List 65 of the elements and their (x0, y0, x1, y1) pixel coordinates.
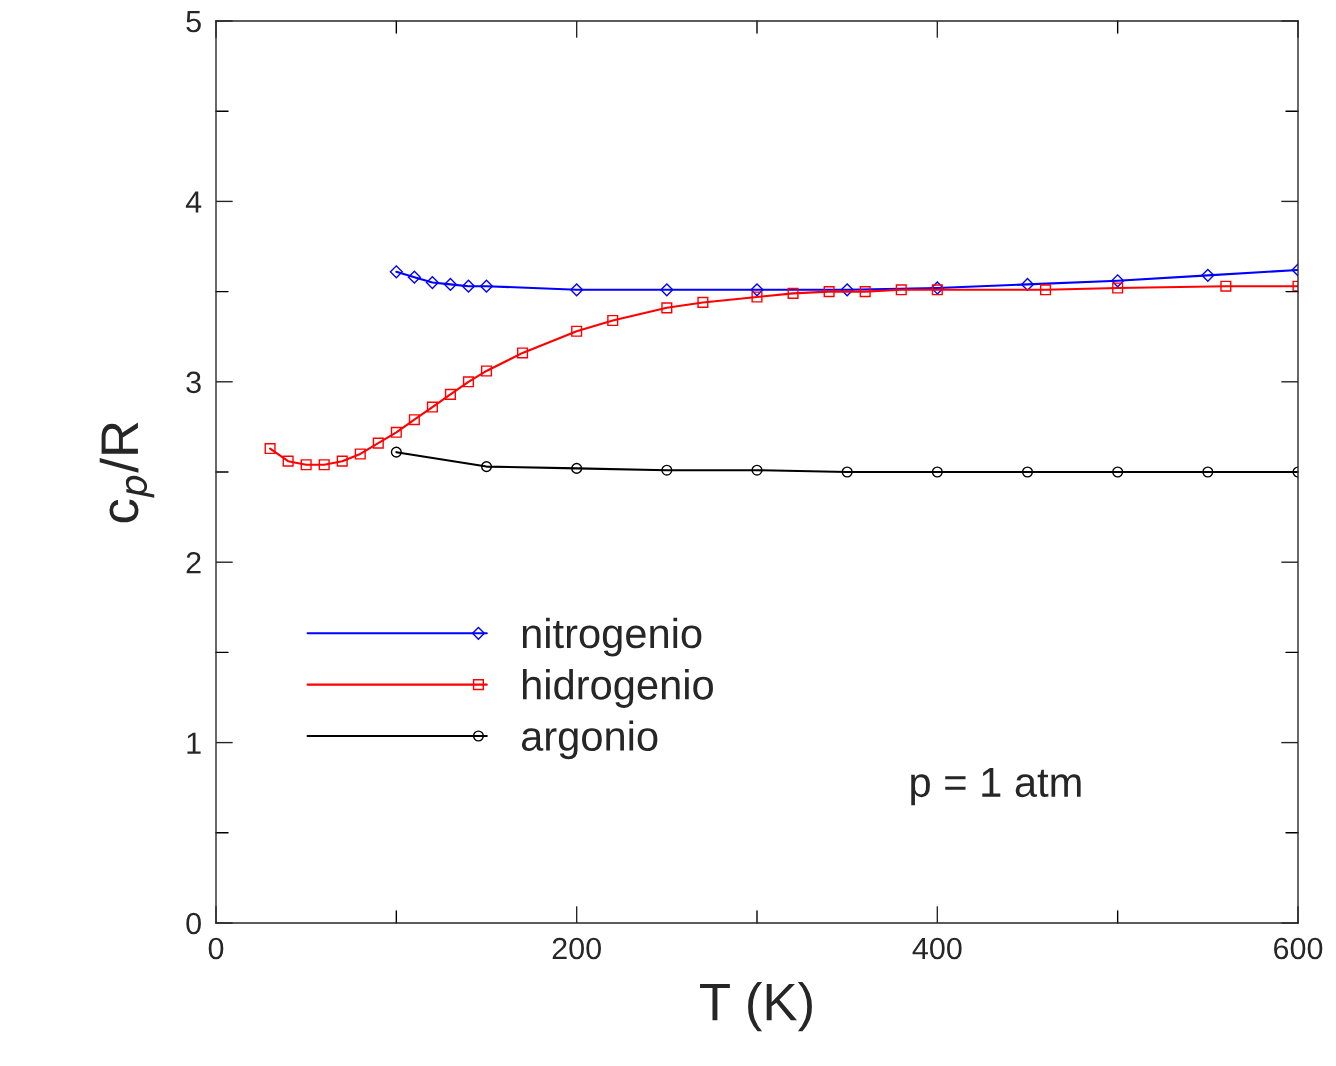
point (443, 277, 458, 291)
point (660, 283, 674, 297)
point (840, 283, 854, 297)
point (389, 265, 403, 279)
point (480, 365, 493, 377)
point (1039, 284, 1052, 296)
point (895, 284, 907, 296)
point (571, 462, 583, 474)
x-tick-label: 200 (552, 937, 601, 960)
y-tick-label: 2 (186, 551, 201, 574)
point (661, 464, 673, 476)
point (461, 279, 476, 293)
x-tick-label: 400 (912, 937, 962, 960)
point (480, 461, 493, 473)
y-tick-label: 1 (187, 732, 201, 754)
point (390, 446, 402, 458)
legend-label: nitrogenio (522, 617, 702, 657)
point (354, 448, 366, 460)
point (1201, 268, 1215, 282)
point (823, 286, 835, 298)
point (859, 286, 871, 298)
legend-label: argonio (521, 720, 658, 760)
point (390, 426, 402, 438)
point (264, 442, 276, 455)
y-tick-label: 5 (186, 11, 201, 33)
point (1020, 277, 1035, 291)
point (931, 466, 943, 478)
point (1202, 466, 1214, 478)
point (425, 275, 439, 290)
x-tick-label: 0 (208, 937, 224, 960)
legend-label: hidrogenio (522, 669, 713, 708)
point (462, 376, 475, 388)
point (841, 466, 853, 478)
point (751, 464, 763, 476)
annotation: p = 1 atm (911, 768, 1081, 806)
point (300, 459, 312, 471)
point (697, 296, 709, 308)
point (444, 388, 456, 400)
x-axis-title: T (K) (700, 982, 812, 1032)
y-tick-label: 4 (185, 191, 202, 213)
point (318, 459, 330, 471)
x-tick-label: 600 (1274, 937, 1323, 960)
y-axis-title: c$_{p}$/R (99, 422, 155, 523)
point (751, 291, 763, 303)
point (336, 455, 348, 467)
point (1220, 280, 1232, 292)
point (1112, 282, 1124, 294)
point (479, 279, 494, 293)
point (570, 283, 584, 297)
point (607, 314, 619, 327)
point (787, 287, 799, 299)
point (407, 270, 421, 284)
point (1111, 274, 1125, 288)
point (517, 347, 529, 359)
y-tick-label: 0 (186, 912, 201, 935)
point (571, 325, 583, 337)
point (750, 283, 764, 297)
point (372, 437, 384, 449)
point (408, 414, 420, 426)
point (282, 455, 294, 467)
point (1112, 466, 1124, 478)
y-tick-label: 3 (186, 371, 201, 394)
point (1021, 466, 1034, 478)
point (661, 302, 673, 314)
point (426, 401, 438, 413)
